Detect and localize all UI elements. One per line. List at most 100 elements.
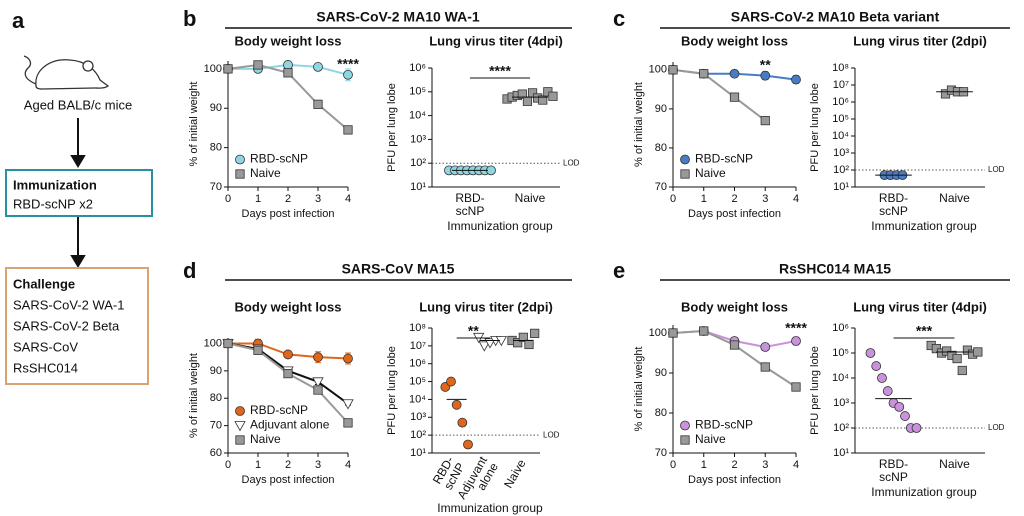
x-axis-label: Immunization group [871, 219, 977, 233]
marker [283, 368, 293, 379]
marker [900, 411, 910, 421]
x-tick-label: 3 [315, 459, 321, 471]
legend-label: Naive [250, 432, 281, 446]
x-tick-label: RBD-scNP [455, 191, 484, 218]
marker [865, 348, 876, 358]
panel-letter: c [613, 6, 625, 31]
box-text: SARS-CoV-2 WA-1 [13, 297, 125, 312]
x-tick-label: 2 [285, 459, 291, 471]
marker [513, 338, 523, 348]
marker [894, 401, 905, 412]
legend-label: RBD-scNP [250, 403, 308, 417]
x-tick-label-line: RBD- [879, 457, 908, 471]
y-tick-label: 100 [649, 327, 667, 339]
y-tick-label: 90 [210, 102, 222, 114]
annotation: ** [760, 57, 771, 73]
legend-marker [680, 154, 690, 165]
marker [760, 115, 770, 126]
marker [457, 417, 468, 428]
x-tick-label: 0 [225, 193, 231, 205]
marker [791, 336, 801, 346]
legend-label: Naive [695, 432, 726, 446]
marker [313, 99, 323, 109]
marker [283, 349, 293, 360]
legend-marker [234, 421, 246, 432]
y-tick-label: 80 [210, 142, 222, 154]
panel-letter: e [613, 258, 625, 283]
y-tick-label: 10³ [833, 397, 849, 409]
marker [223, 338, 233, 349]
annotation: **** [785, 320, 807, 336]
x-tick-label: 3 [762, 193, 768, 205]
y-tick-label: 10² [410, 157, 426, 169]
y-tick-label: 10³ [410, 411, 426, 423]
significance-label: **** [489, 63, 511, 79]
panel-title: SARS-CoV-2 MA10 WA-1 [316, 9, 480, 25]
legend-label: RBD-scNP [250, 152, 308, 166]
legend-label: RBD-scNP [695, 418, 753, 432]
marker [343, 69, 353, 80]
y-tick-label: 70 [210, 420, 222, 432]
chart-title: Lung virus titer (4dpi) [429, 33, 563, 48]
marker [760, 362, 770, 372]
box-text: RBD-scNP x2 [13, 196, 93, 211]
immunization-box [5, 169, 153, 217]
y-tick-label: 10³ [410, 133, 426, 145]
x-axis-label: Days post infection [688, 208, 781, 220]
y-tick-label: 10⁴ [409, 393, 426, 405]
x-tick-label: 4 [345, 459, 351, 471]
marker [548, 91, 558, 101]
lod-label: LOD [543, 430, 560, 439]
marker [283, 60, 293, 70]
marker [760, 70, 771, 81]
challenge-box [5, 267, 149, 385]
legend-marker [235, 435, 245, 445]
y-tick-label: 10⁵ [832, 113, 849, 125]
marker [463, 439, 473, 450]
y-tick-label: 10⁵ [409, 86, 426, 98]
y-tick-label: 10⁷ [410, 340, 426, 352]
legend-marker [235, 154, 245, 165]
marker [343, 418, 353, 428]
x-tick-label: 4 [793, 193, 799, 205]
y-tick-label: 60 [210, 447, 222, 459]
marker [283, 68, 293, 78]
y-tick-label: 10⁶ [409, 62, 426, 74]
y-tick-label: 100 [649, 64, 667, 76]
x-tick-label: 4 [345, 193, 351, 205]
marker [911, 423, 922, 433]
x-tick-label: Naive [515, 191, 546, 205]
x-tick-label: 2 [731, 459, 737, 471]
marker [343, 125, 353, 135]
chart-title: Body weight loss [681, 299, 788, 314]
y-tick-label: 90 [210, 365, 222, 377]
marker [877, 373, 887, 383]
legend-label: Adjuvant alone [250, 418, 330, 432]
y-tick-label: 10⁸ [832, 62, 849, 74]
y-tick-label: 10⁸ [409, 322, 426, 334]
panel-letter: d [183, 258, 196, 283]
marker [952, 353, 962, 364]
marker [524, 339, 534, 350]
marker [451, 399, 462, 410]
marker [446, 376, 456, 387]
x-tick-label: 1 [701, 459, 707, 471]
legend-label: RBD-scNP [695, 152, 753, 166]
y-tick-label: 100 [204, 337, 222, 349]
y-axis-label: PFU per lung lobe [386, 346, 398, 435]
marker [495, 336, 508, 347]
y-tick-label: 80 [655, 142, 667, 154]
marker [253, 60, 263, 70]
marker [791, 74, 801, 85]
marker [253, 345, 263, 355]
x-tick-label-line: scNP [879, 470, 908, 484]
x-axis-label: Days post infection [688, 474, 781, 486]
mouse-label: Aged BALB/c mice [24, 97, 132, 112]
lod-label: LOD [988, 165, 1005, 174]
marker [729, 340, 740, 350]
y-tick-label: 10⁷ [833, 79, 849, 91]
legend-marker [235, 406, 245, 416]
y-axis-label: % of initial weight [633, 347, 645, 432]
marker [522, 96, 533, 106]
x-tick-label-line: Naive [515, 191, 546, 205]
